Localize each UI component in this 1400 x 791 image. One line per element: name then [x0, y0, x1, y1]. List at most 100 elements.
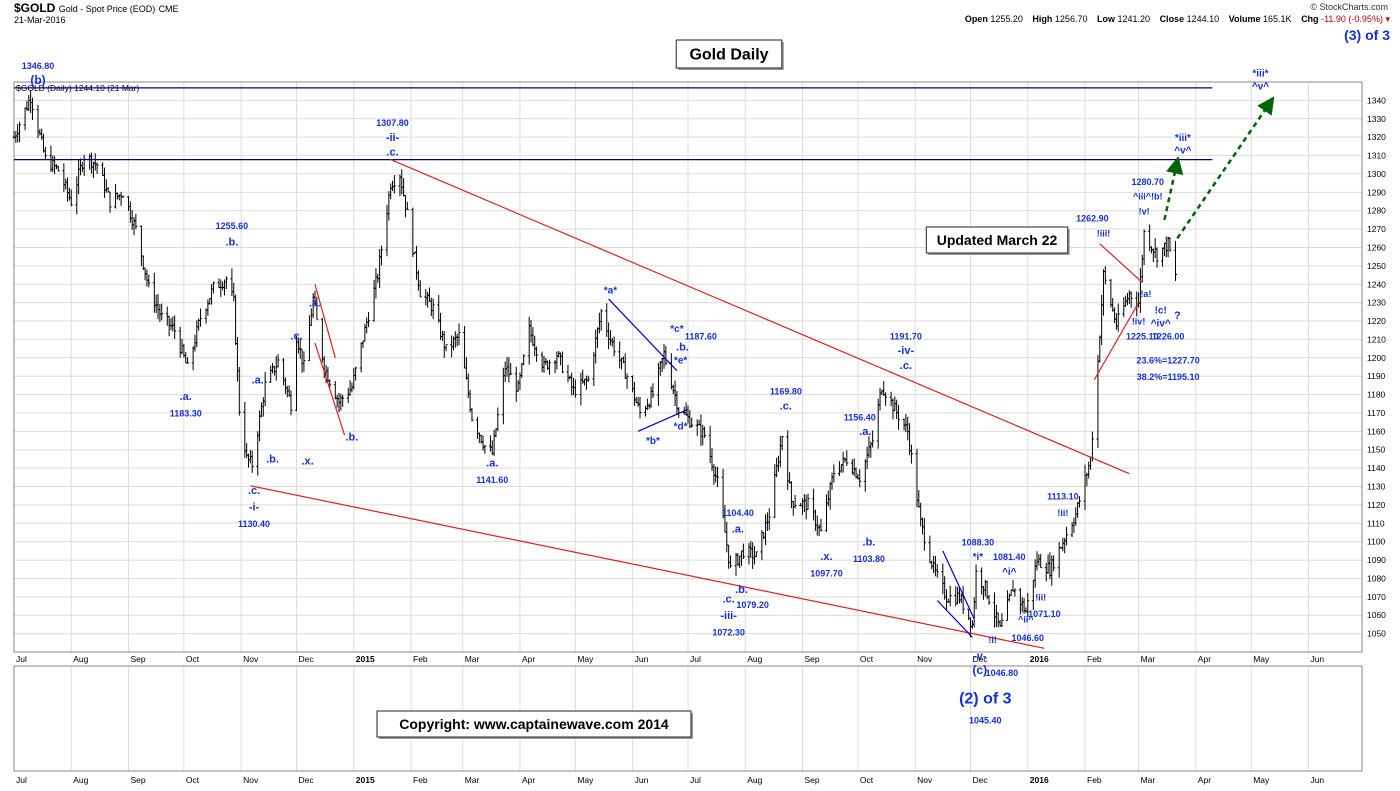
- x-tick-label: Feb: [413, 654, 428, 664]
- y-tick-label: 1140: [1367, 463, 1386, 473]
- x-tick-label-lower: Jul: [16, 775, 27, 785]
- x-tick-label: Jul: [16, 654, 27, 664]
- trendline: [250, 485, 1045, 649]
- trendline: [936, 600, 973, 638]
- wave-label: -v-: [973, 650, 987, 662]
- wave-label: .a.: [486, 457, 498, 469]
- low-label: Low: [1096, 14, 1115, 24]
- source-credit: © StockCharts.com: [1310, 2, 1388, 12]
- wave-label: 1187.60: [685, 331, 717, 341]
- wave-label: !iv!: [1132, 317, 1146, 327]
- symbol-description: Gold - Spot Price (EOD): [58, 4, 156, 14]
- chart-title-box: Gold Daily: [675, 39, 784, 70]
- x-tick-label-lower: Feb: [1087, 775, 1102, 785]
- x-tick-label-lower: May: [577, 775, 594, 785]
- y-tick-label: 1090: [1367, 555, 1386, 565]
- high-value: 1256.70: [1054, 14, 1088, 24]
- wave-label: !c!: [1155, 306, 1167, 317]
- x-tick-label-lower: Dec: [973, 775, 989, 785]
- x-tick-label: Apr: [1198, 654, 1211, 664]
- wave-label: .b.: [346, 432, 359, 444]
- updated-note-box: Updated March 22: [925, 226, 1070, 255]
- y-tick-label: 1180: [1367, 390, 1386, 400]
- volume-value: 165.1K: [1263, 14, 1292, 24]
- trendline: [608, 298, 678, 372]
- wave-label: !v!: [1139, 206, 1150, 216]
- wave-label: .b.: [676, 341, 689, 353]
- wave-label: 1307.80: [376, 118, 409, 128]
- symbol-exchange: CME: [158, 4, 179, 14]
- wave-label: .b.: [735, 584, 748, 596]
- wave-label: !ii!: [1057, 508, 1068, 518]
- x-tick-label-lower: Aug: [73, 775, 88, 785]
- y-tick-label: 1080: [1367, 573, 1386, 583]
- y-tick-label: 1320: [1367, 132, 1386, 142]
- x-tick-label: Oct: [186, 654, 200, 664]
- y-tick-label: 1220: [1367, 316, 1386, 326]
- x-tick-label-lower: Apr: [522, 775, 535, 785]
- projection-arrow: [1176, 96, 1275, 239]
- y-tick-label: 1340: [1367, 95, 1386, 105]
- x-tick-label-lower: Mar: [465, 775, 480, 785]
- lower-panel-frame: [13, 665, 1363, 772]
- wave-label: ^v^: [1252, 81, 1269, 92]
- wave-label: 38.2%=1195.10: [1137, 372, 1200, 382]
- x-tick-label: Dec: [299, 654, 315, 664]
- wave-label: 1225.10: [1126, 331, 1159, 341]
- symbol-title: $GOLD Gold - Spot Price (EOD) CME: [14, 1, 179, 15]
- y-tick-label: 1100: [1367, 537, 1386, 547]
- close-label: Close: [1159, 14, 1185, 24]
- y-tick-label: 1290: [1367, 187, 1386, 197]
- wave-label: 1104.40: [722, 508, 754, 518]
- x-tick-label-lower: Sep: [804, 775, 819, 785]
- volume-label: Volume: [1228, 14, 1261, 24]
- wave-label: .a.: [859, 426, 871, 438]
- trendline: [390, 159, 1130, 475]
- high-label: High: [1032, 14, 1053, 24]
- wave-label: 1088.30: [962, 537, 995, 547]
- open-label: Open: [964, 14, 988, 24]
- copyright-box: Copyright: www.captainewave.com 2014: [376, 710, 693, 739]
- wave-label: .c.: [248, 485, 260, 497]
- wave-label: .c.: [780, 400, 792, 412]
- wave-label: 1046.60: [1011, 633, 1044, 643]
- x-tick-label-lower: Aug: [747, 775, 762, 785]
- open-value: 1255.20: [990, 14, 1023, 24]
- wave-label: 23.6%=1227.70: [1136, 355, 1199, 365]
- y-tick-label: 1130: [1367, 482, 1386, 492]
- corner-wave-label: (3) of 3: [1344, 27, 1390, 43]
- x-tick-label: Oct: [860, 654, 874, 664]
- x-tick-label-lower: Oct: [860, 775, 874, 785]
- price-bars: [12, 90, 1177, 638]
- x-tick-label: Sep: [804, 654, 819, 664]
- y-tick-label: 1260: [1367, 242, 1386, 252]
- x-tick-label: Jun: [635, 654, 649, 664]
- chg-value: -11.90 (-0.95%): [1321, 14, 1383, 24]
- chg-down-icon: ▾: [1385, 14, 1390, 24]
- wave-label: !iii!: [1097, 228, 1111, 238]
- wave-label: 1072.30: [712, 627, 745, 637]
- x-tick-label-lower: Nov: [243, 775, 259, 785]
- y-tick-label: 1280: [1367, 206, 1386, 216]
- copyright-box-text: Copyright: www.captainewave.com 2014: [399, 716, 669, 732]
- price-stats: Open 1255.20 High 1256.70 Low 1241.20 Cl…: [965, 14, 1390, 25]
- wave-label: *iii*: [1175, 133, 1191, 144]
- x-tick-label: May: [1253, 654, 1270, 664]
- trendline: [314, 284, 336, 358]
- x-tick-label-lower: May: [1253, 775, 1270, 785]
- wave-label: -i-: [249, 501, 260, 513]
- updated-note-box-text: Updated March 22: [937, 232, 1058, 248]
- y-tick-label: 1330: [1367, 114, 1386, 124]
- y-tick-label: 1230: [1367, 298, 1386, 308]
- wave-label: 1130.40: [238, 519, 270, 529]
- trendline: [942, 550, 975, 620]
- wave-label: 1191.70: [890, 331, 922, 341]
- trendline: [1099, 243, 1143, 283]
- x-tick-label-lower: Jun: [1310, 775, 1324, 785]
- wave-label: !ii!: [1035, 593, 1046, 603]
- wave-label: 1097.70: [810, 569, 843, 579]
- wave-label: 1081.40: [993, 552, 1026, 562]
- wave-label: ^i^: [1002, 567, 1017, 578]
- wave-label: *i*: [973, 552, 984, 563]
